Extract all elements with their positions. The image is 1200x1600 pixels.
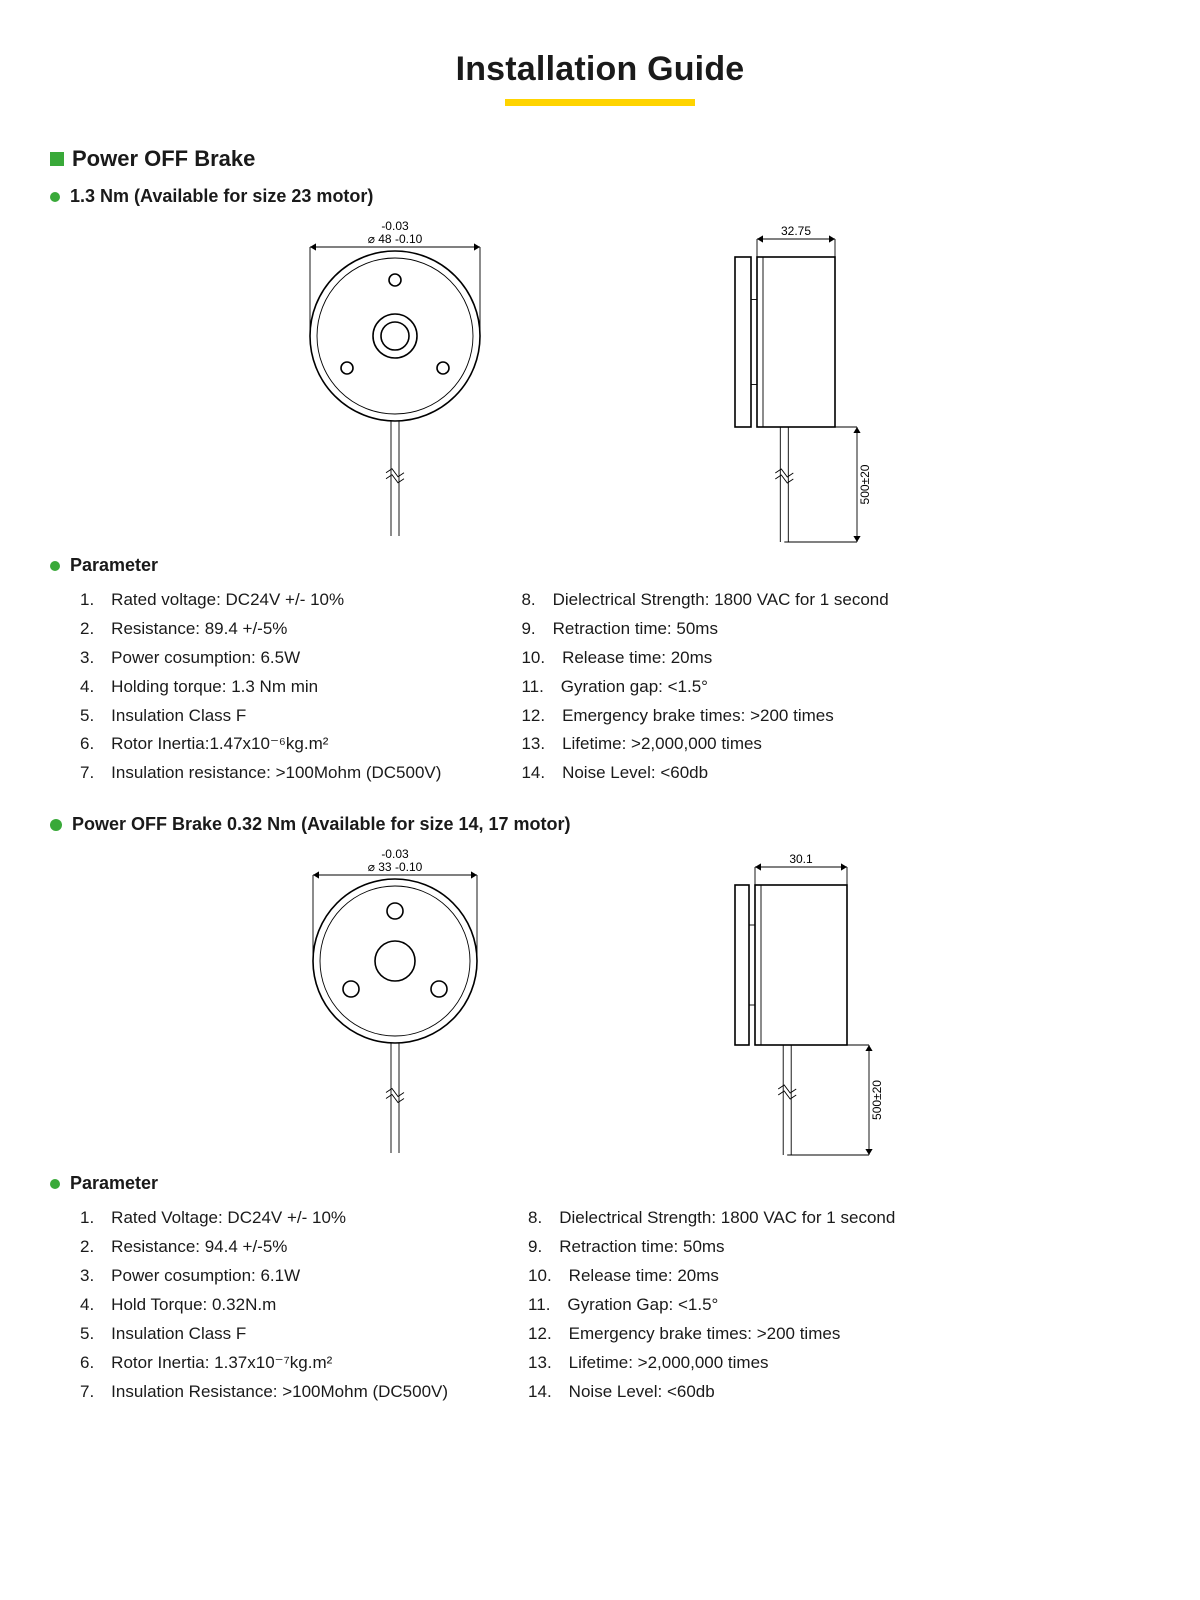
param-item: 2. Resistance: 94.4 +/-5% bbox=[80, 1233, 448, 1262]
brake1-subtitle: 1.3 Nm (Available for size 23 motor) bbox=[50, 186, 1150, 207]
param-heading-text: Parameter bbox=[70, 555, 158, 576]
brake1-side-drawing: 32.75 500±20 bbox=[705, 217, 925, 547]
svg-text:30.1: 30.1 bbox=[789, 852, 813, 866]
page-title: Installation Guide bbox=[456, 50, 745, 89]
param-item: 13. Lifetime: >2,000,000 times bbox=[521, 730, 888, 759]
svg-text:⌀ 48 -0.10: ⌀ 48 -0.10 bbox=[368, 232, 423, 246]
svg-text:-0.03: -0.03 bbox=[381, 847, 409, 861]
param-item: 5. Insulation Class F bbox=[80, 702, 441, 731]
section-title-text: Power OFF Brake bbox=[72, 146, 255, 172]
brake2-side-drawing: 30.1 500±20 bbox=[705, 845, 925, 1165]
brake2-subtitle-text: Power OFF Brake 0.32 Nm (Available for s… bbox=[72, 814, 571, 835]
param-item: 14. Noise Level: <60db bbox=[521, 759, 888, 788]
brake2-param-list-left: 1. Rated Voltage: DC24V +/- 10%2. Resist… bbox=[80, 1204, 448, 1406]
param-item: 1. Rated voltage: DC24V +/- 10% bbox=[80, 586, 441, 615]
brake1-subtitle-text: 1.3 Nm (Available for size 23 motor) bbox=[70, 186, 373, 207]
param-item: 9. Retraction time: 50ms bbox=[528, 1233, 895, 1262]
param-item: 1. Rated Voltage: DC24V +/- 10% bbox=[80, 1204, 448, 1233]
param-item: 7. Insulation Resistance: >100Mohm (DC50… bbox=[80, 1378, 448, 1407]
section-heading: Power OFF Brake bbox=[50, 146, 1150, 172]
brake2-param-heading: Parameter bbox=[50, 1173, 1150, 1194]
brake1-diagrams: -0.03⌀ 48 -0.10 32.75 500±20 bbox=[50, 217, 1150, 547]
param-item: 11. Gyration Gap: <1.5° bbox=[528, 1291, 895, 1320]
param-item: 3. Power cosumption: 6.5W bbox=[80, 644, 441, 673]
param-item: 13. Lifetime: >2,000,000 times bbox=[528, 1349, 895, 1378]
param-item: 4. Hold Torque: 0.32N.m bbox=[80, 1291, 448, 1320]
svg-text:-0.03: -0.03 bbox=[381, 219, 409, 233]
param-item: 7. Insulation resistance: >100Mohm (DC50… bbox=[80, 759, 441, 788]
brake1-front-drawing: -0.03⌀ 48 -0.10 bbox=[275, 217, 515, 547]
svg-text:500±20: 500±20 bbox=[870, 1080, 884, 1120]
brake2-front-drawing: -0.03⌀ 33 -0.10 bbox=[275, 845, 515, 1165]
param-heading-text: Parameter bbox=[70, 1173, 158, 1194]
square-bullet-icon bbox=[50, 152, 64, 166]
param-item: 10. Release time: 20ms bbox=[528, 1262, 895, 1291]
brake1-param-list-right: 8. Dielectrical Strength: 1800 VAC for 1… bbox=[521, 586, 888, 788]
param-item: 5. Insulation Class F bbox=[80, 1320, 448, 1349]
param-item: 2. Resistance: 89.4 +/-5% bbox=[80, 615, 441, 644]
param-item: 9. Retraction time: 50ms bbox=[521, 615, 888, 644]
param-item: 6. Rotor Inertia:1.47x10⁻⁶kg.m² bbox=[80, 730, 441, 759]
param-item: 10. Release time: 20ms bbox=[521, 644, 888, 673]
brake2-diagrams: -0.03⌀ 33 -0.10 30.1 500±20 bbox=[50, 845, 1150, 1165]
param-item: 8. Dielectrical Strength: 1800 VAC for 1… bbox=[521, 586, 888, 615]
brake1-param-heading: Parameter bbox=[50, 555, 1150, 576]
param-item: 6. Rotor Inertia: 1.37x10⁻⁷kg.m² bbox=[80, 1349, 448, 1378]
dot-bullet-icon bbox=[50, 192, 60, 202]
brake2-subtitle: Power OFF Brake 0.32 Nm (Available for s… bbox=[50, 814, 1150, 835]
brake1-param-list-left: 1. Rated voltage: DC24V +/- 10%2. Resist… bbox=[80, 586, 441, 788]
param-item: 12. Emergency brake times: >200 times bbox=[521, 702, 888, 731]
dot-bullet-icon bbox=[50, 1179, 60, 1189]
param-item: 14. Noise Level: <60db bbox=[528, 1378, 895, 1407]
svg-text:⌀ 33 -0.10: ⌀ 33 -0.10 bbox=[368, 860, 423, 874]
param-item: 8. Dielectrical Strength: 1800 VAC for 1… bbox=[528, 1204, 895, 1233]
param-item: 4. Holding torque: 1.3 Nm min bbox=[80, 673, 441, 702]
svg-text:32.75: 32.75 bbox=[781, 224, 811, 238]
title-underline bbox=[505, 99, 695, 106]
param-item: 3. Power cosumption: 6.1W bbox=[80, 1262, 448, 1291]
dot-bullet-icon bbox=[50, 561, 60, 571]
param-item: 12. Emergency brake times: >200 times bbox=[528, 1320, 895, 1349]
dot-bullet-icon bbox=[50, 819, 62, 831]
svg-text:500±20: 500±20 bbox=[858, 464, 872, 504]
brake2-param-list-right: 8. Dielectrical Strength: 1800 VAC for 1… bbox=[528, 1204, 895, 1406]
param-item: 11. Gyration gap: <1.5° bbox=[521, 673, 888, 702]
